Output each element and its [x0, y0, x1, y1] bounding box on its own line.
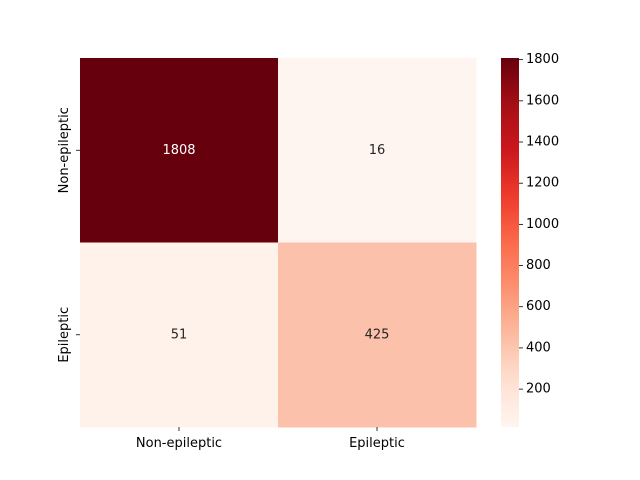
- cell-annotation: 16: [369, 143, 386, 158]
- heatmap-cells: [80, 58, 477, 428]
- colorbar-tick-label: 1200: [526, 176, 559, 191]
- x-tick-label: Epileptic: [349, 436, 405, 451]
- colorbar-tick-label: 1000: [526, 217, 559, 232]
- y-tick-label: Non-epileptic: [57, 107, 72, 193]
- heatmap-annotations: 1808 16 51 425: [162, 143, 389, 343]
- x-axis: Non-epileptic Epileptic: [136, 427, 405, 451]
- colorbar-tick-label: 800: [526, 258, 551, 273]
- cell-annotation: 51: [171, 327, 188, 342]
- colorbar-tick-label: 200: [526, 382, 551, 397]
- heatmap-cell: [80, 58, 279, 243]
- y-tick-label: Epileptic: [57, 307, 72, 363]
- cell-annotation: 425: [365, 327, 390, 342]
- y-axis: Non-epileptic Epileptic: [57, 107, 80, 363]
- colorbar-tick-label: 1400: [526, 135, 559, 150]
- cell-annotation: 1808: [162, 143, 195, 158]
- colorbar-tick-label: 600: [526, 299, 551, 314]
- colorbar-tick-label: 400: [526, 340, 551, 355]
- x-tick-label: Non-epileptic: [136, 436, 222, 451]
- colorbar-tick-label: 1800: [526, 52, 559, 67]
- heatmap-cell: [278, 58, 477, 243]
- colorbar-gradient: [501, 58, 519, 427]
- colorbar: 200 400 600 800 1000 1200 1400 1600 1800: [501, 52, 559, 427]
- heatmap-cell: [278, 242, 477, 428]
- colorbar-tick-label: 1600: [526, 93, 559, 108]
- heatmap-cell: [80, 242, 279, 428]
